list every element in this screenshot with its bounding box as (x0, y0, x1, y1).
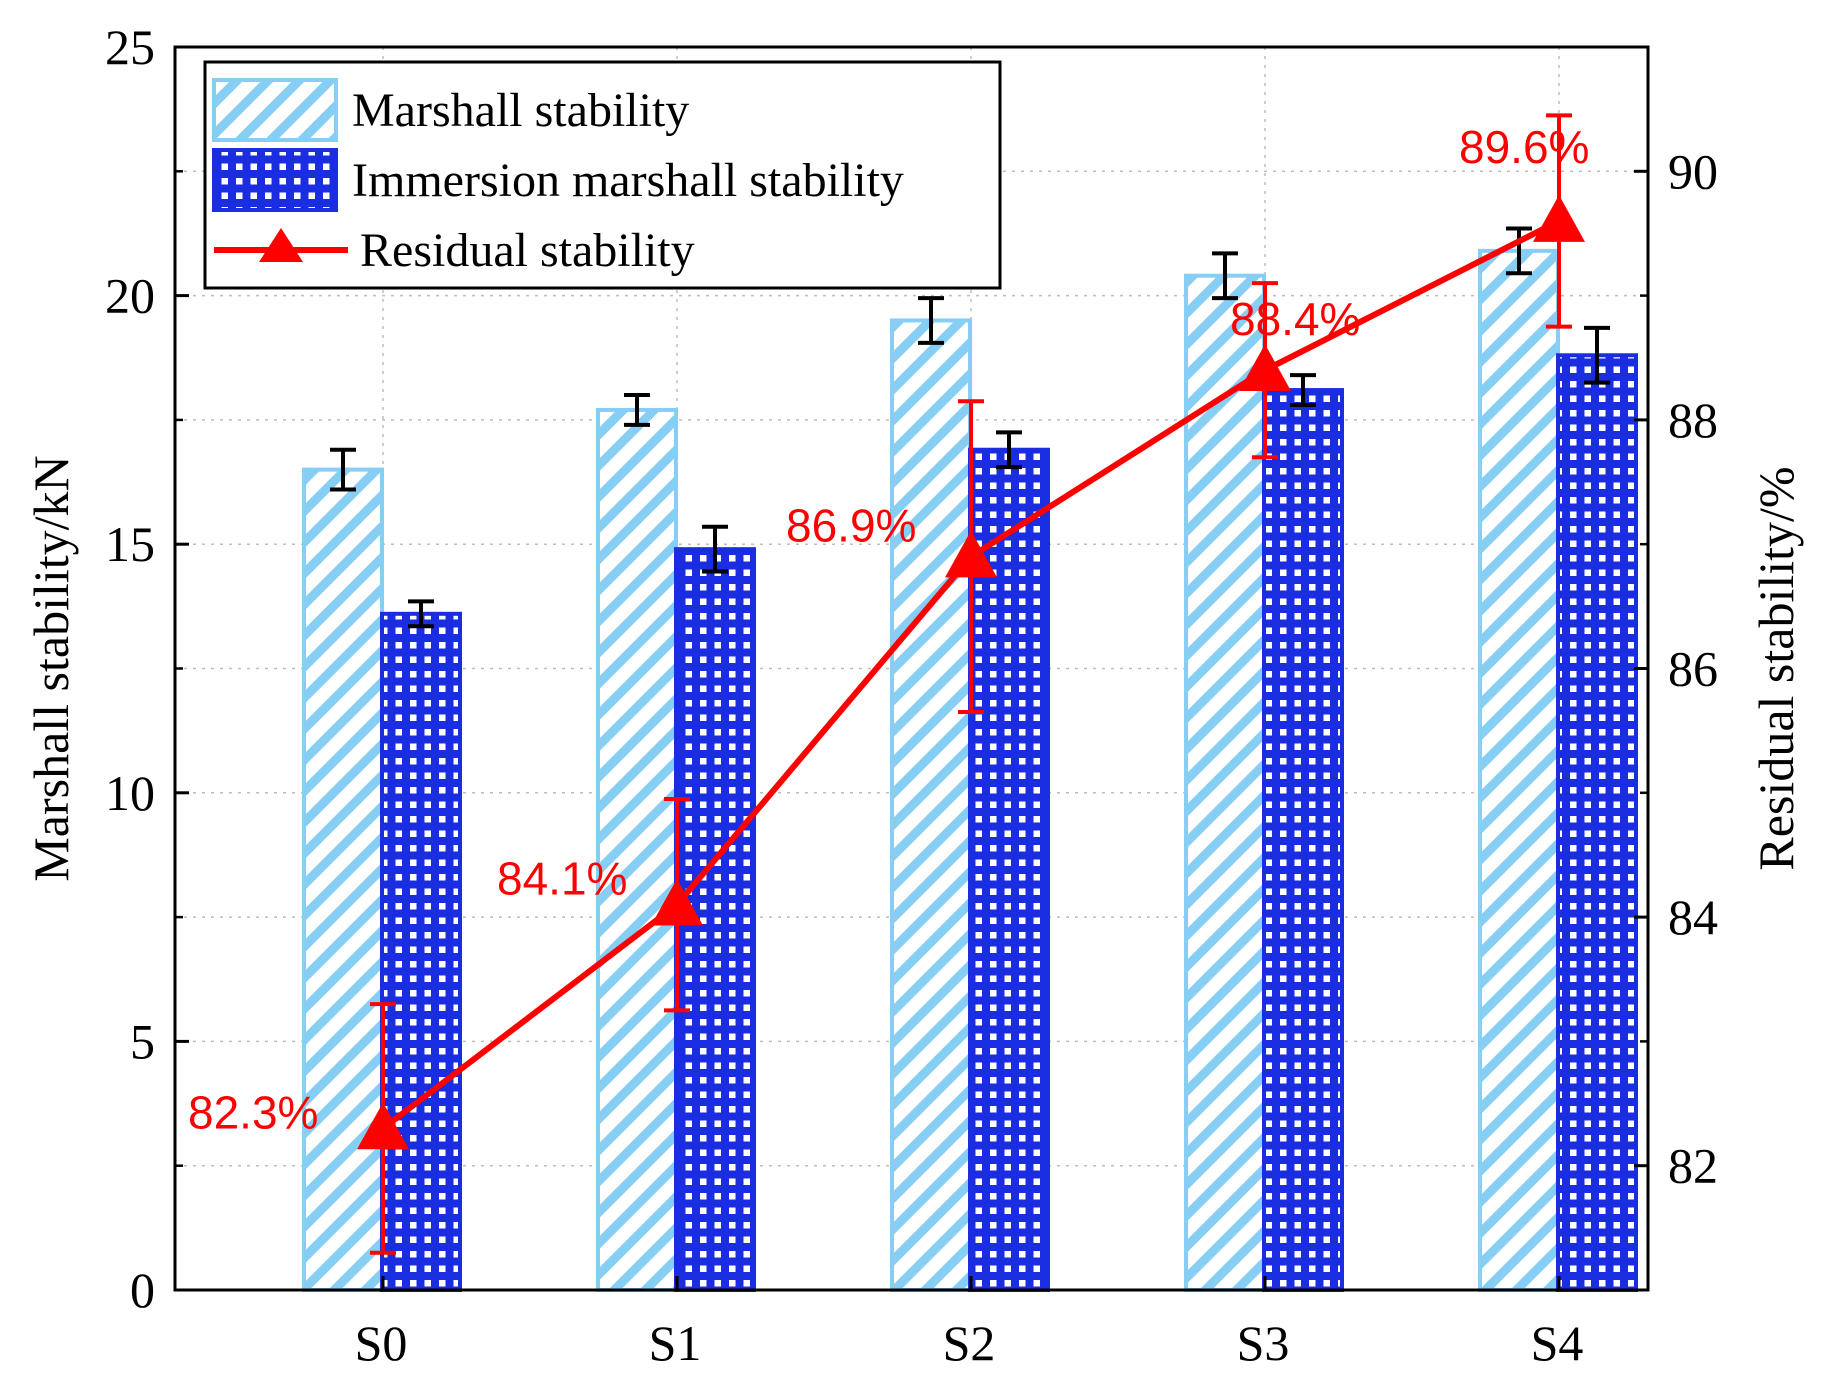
bar-marshall-S0 (302, 467, 384, 1292)
legend-swatch-immersion (212, 148, 338, 212)
residual-label-S2: 86.9% (786, 500, 916, 552)
right-tick-label: 86 (1668, 641, 1718, 697)
left-tick-label: 5 (130, 1013, 155, 1069)
x-tick-label-S1: S1 (649, 1315, 702, 1371)
legend-label-immersion: Immersion marshall stability (352, 154, 904, 207)
residual-point-S1 (651, 878, 703, 926)
residual-label-S1: 84.1% (497, 853, 627, 905)
legend-swatch-marshall (212, 78, 338, 142)
residual-label-S0: 82.3% (188, 1086, 318, 1138)
bar-immersion-S0 (380, 611, 462, 1292)
bar-marshall-S3 (1184, 273, 1266, 1293)
residual-label-S3: 88.4% (1230, 293, 1360, 345)
residual-point-S4 (1533, 195, 1585, 242)
legend-swatch-residual-marker (259, 228, 303, 262)
x-tick-label-S4: S4 (1531, 1315, 1584, 1371)
bar-immersion-S3 (1262, 388, 1344, 1292)
error-immersion-S2 (996, 430, 1022, 470)
bar-marshall-S1 (596, 407, 678, 1292)
error-marshall-S3 (1212, 251, 1238, 301)
error-immersion-S1 (702, 524, 728, 574)
error-marshall-S4 (1506, 226, 1532, 276)
bar-marshall-S2 (890, 318, 972, 1292)
right-tick-label: 90 (1668, 143, 1718, 199)
right-tick-label: 82 (1668, 1138, 1718, 1194)
x-tick-label-S0: S0 (355, 1315, 408, 1371)
left-tick-label: 20 (105, 268, 155, 324)
bar-error-bars (330, 226, 1610, 629)
x-tick-label-S3: S3 (1237, 1315, 1290, 1371)
residual-point-S3 (1239, 344, 1291, 391)
y-axis-title-left: Marshall stability/kN (23, 455, 79, 881)
residual-label-S4: 89.6% (1459, 121, 1589, 173)
error-immersion-S4 (1584, 325, 1610, 385)
right-tick-label: 88 (1668, 392, 1718, 448)
bar-marshall-S4 (1478, 248, 1560, 1292)
error-marshall-S1 (624, 393, 650, 427)
left-tick-label: 0 (130, 1262, 155, 1318)
right-tick-label: 84 (1668, 889, 1718, 945)
y-axis-title-right: Residual stability/% (1748, 466, 1804, 870)
residual-line-layer: 82.3% 84.1% 86.9% 88.4% 89.6% (188, 113, 1589, 1255)
error-marshall-S0 (330, 447, 356, 492)
residual-point-S2 (945, 530, 997, 578)
left-tick-label: 25 (105, 19, 155, 75)
left-tick-label: 10 (105, 765, 155, 821)
legend-label-marshall: Marshall stability (352, 84, 689, 137)
legend-label-residual: Residual stability (360, 224, 695, 277)
error-marshall-S2 (918, 296, 944, 345)
bars (302, 248, 1638, 1293)
axes: 0 5 10 15 20 25 82 84 86 88 90 S0 S1 S2 S3 S4 Marshall s… (23, 19, 1804, 1371)
error-immersion-S0 (408, 599, 434, 629)
left-tick-label: 15 (105, 516, 155, 572)
legend: Marshall stability Immersion marshall sta… (203, 60, 1002, 290)
error-immersion-S3 (1290, 373, 1316, 407)
bar-immersion-S4 (1556, 353, 1638, 1293)
x-tick-label-S2: S2 (943, 1315, 996, 1371)
residual-point-S0 (357, 1102, 409, 1150)
